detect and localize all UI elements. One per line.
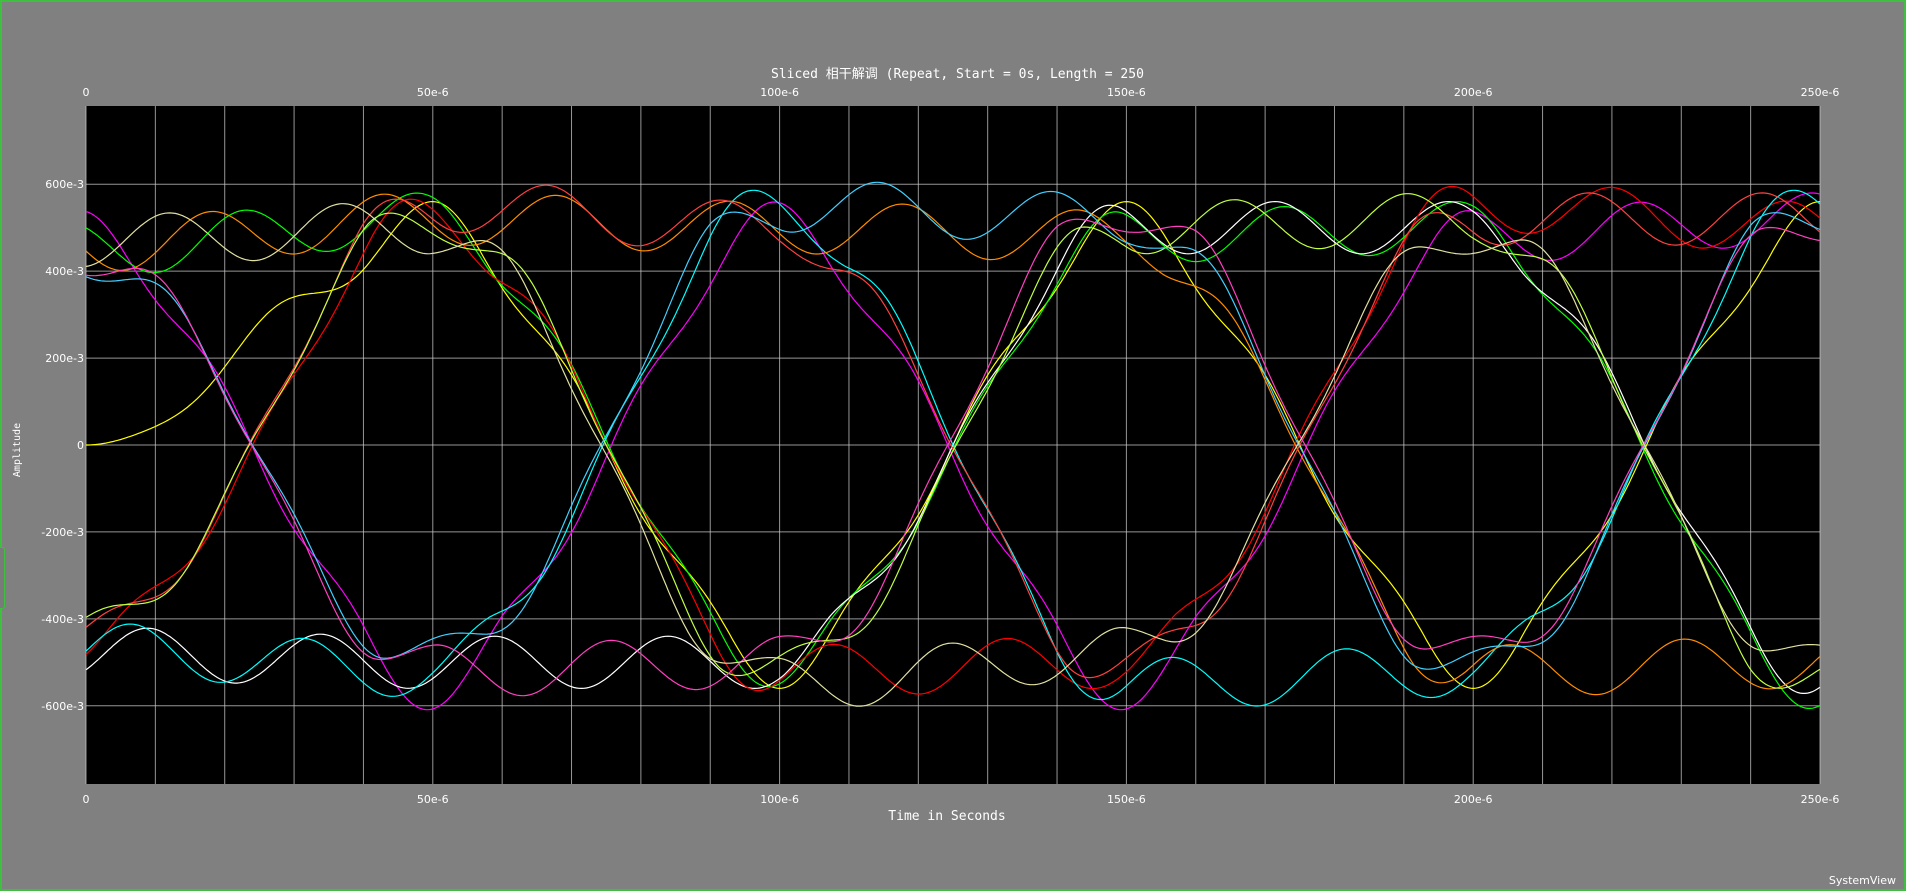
x-tick-labels-top: 0 50e-6 100e-6 150e-6 200e-6 250e-6 xyxy=(83,86,1840,99)
y-tick-labels: 600e-3 400e-3 200e-3 0 -200e-3 -400e-3 -600e-3 xyxy=(41,178,84,713)
y-tick-label: 600e-3 xyxy=(45,178,84,191)
x-tick-label: 100e-6 xyxy=(760,86,799,99)
eye-trace xyxy=(85,181,1821,670)
eye-trace xyxy=(85,218,1821,697)
x-tick-label: 200e-6 xyxy=(1454,86,1493,99)
eye-trace xyxy=(85,184,1821,679)
x-tick-label: 250e-6 xyxy=(1801,793,1840,806)
y-tick-label: -400e-3 xyxy=(41,613,84,626)
brand-label: SystemView xyxy=(1828,874,1896,887)
x-axis-label: Time in Seconds xyxy=(888,809,1005,824)
x-tick-label: 0 xyxy=(83,793,90,806)
side-panel-handle[interactable] xyxy=(0,547,5,609)
y-tick-label: 400e-3 xyxy=(45,265,84,278)
x-tick-label: 50e-6 xyxy=(417,793,449,806)
grid-lines xyxy=(85,106,1821,784)
eye-trace xyxy=(85,193,1821,696)
y-tick-label: 200e-3 xyxy=(45,352,84,365)
x-tick-label: 150e-6 xyxy=(1107,793,1146,806)
eye-trace xyxy=(85,192,1821,711)
eye-trace xyxy=(85,203,1821,707)
eye-trace xyxy=(85,193,1821,689)
y-tick-label: 0 xyxy=(77,439,84,452)
eye-trace xyxy=(85,189,1821,707)
y-axis-label: Amplitude xyxy=(12,423,23,477)
eye-diagram-traces xyxy=(85,181,1821,711)
chart-title: Sliced 相干解调 (Repeat, Start = 0s, Length … xyxy=(771,67,1144,82)
x-tick-label: 250e-6 xyxy=(1801,86,1840,99)
x-tick-label: 150e-6 xyxy=(1107,86,1146,99)
y-tick-label: -200e-3 xyxy=(41,526,84,539)
y-tick-label: -600e-3 xyxy=(41,700,84,713)
eye-trace xyxy=(85,185,1821,695)
x-tick-label: 50e-6 xyxy=(417,86,449,99)
x-tick-label: 100e-6 xyxy=(760,793,799,806)
x-tick-label: 200e-6 xyxy=(1454,793,1493,806)
x-tick-labels-bottom: 0 50e-6 100e-6 150e-6 200e-6 250e-6 xyxy=(83,793,1840,806)
x-tick-label: 0 xyxy=(83,86,90,99)
